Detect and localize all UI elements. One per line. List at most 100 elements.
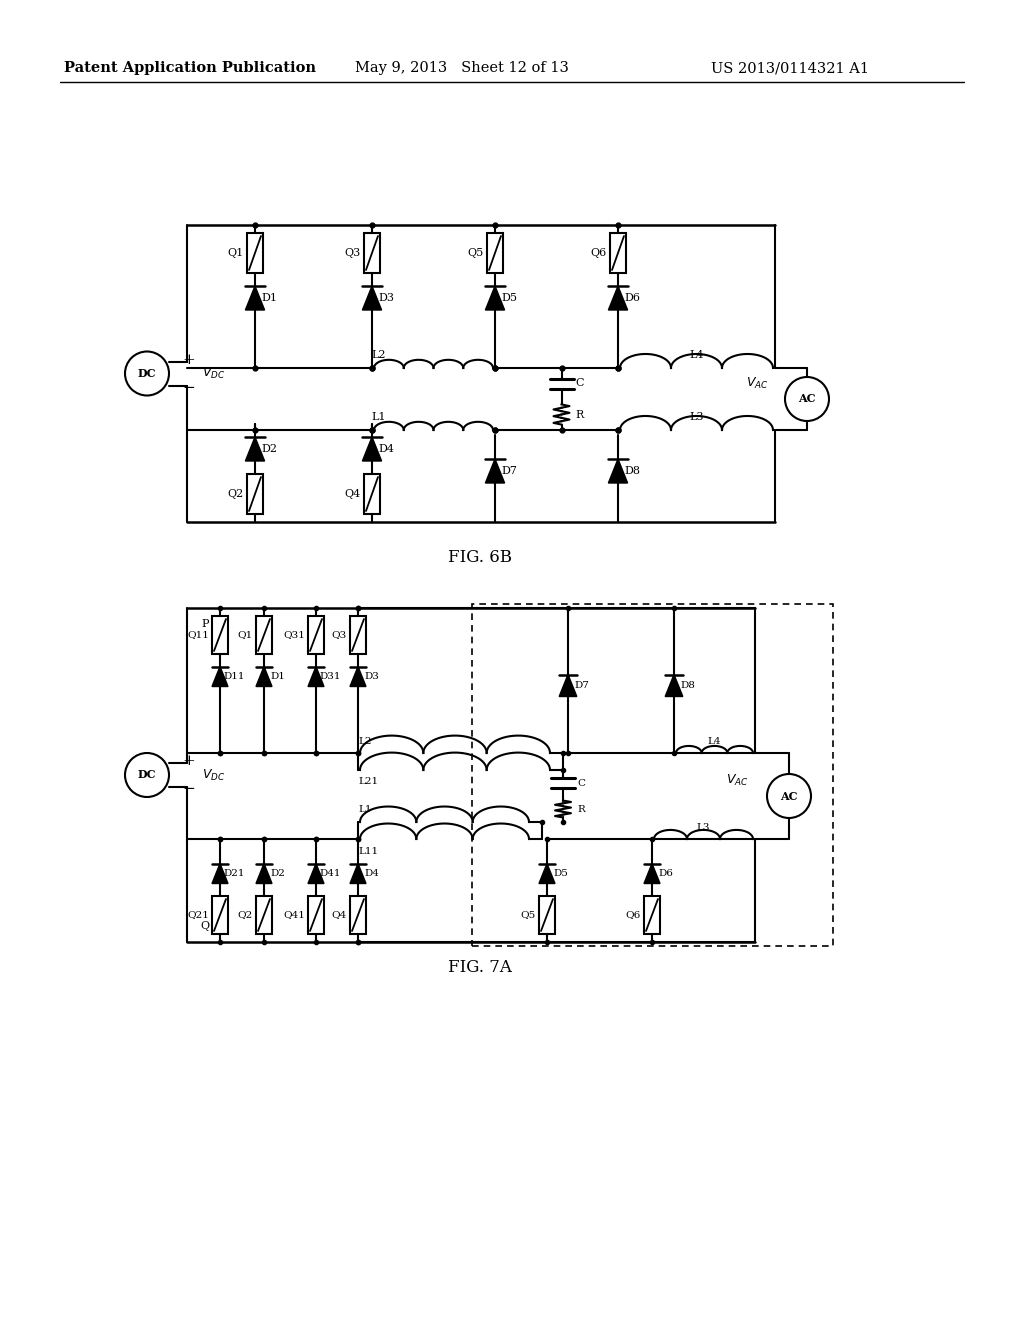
Text: D1: D1	[261, 293, 278, 304]
Text: Q41: Q41	[283, 911, 305, 920]
Polygon shape	[362, 286, 382, 310]
Text: D5: D5	[554, 869, 568, 878]
Text: D1: D1	[270, 672, 286, 681]
Text: +: +	[182, 754, 196, 768]
Polygon shape	[350, 667, 366, 686]
Polygon shape	[256, 667, 272, 686]
Text: US 2013/0114321 A1: US 2013/0114321 A1	[711, 61, 869, 75]
Circle shape	[767, 774, 811, 818]
Text: FIG. 7A: FIG. 7A	[449, 960, 512, 977]
Bar	[308, 616, 324, 653]
Text: D2: D2	[270, 869, 286, 878]
Text: Q31: Q31	[283, 631, 305, 639]
Bar	[487, 234, 503, 273]
Text: D6: D6	[624, 293, 640, 304]
Text: +: +	[182, 352, 196, 367]
Polygon shape	[362, 437, 382, 461]
Text: D3: D3	[365, 672, 380, 681]
Text: L3: L3	[696, 822, 711, 832]
Polygon shape	[644, 863, 660, 883]
Text: L4: L4	[708, 737, 721, 746]
Text: FIG. 6B: FIG. 6B	[449, 549, 512, 566]
Text: L1: L1	[358, 805, 372, 814]
Text: D21: D21	[223, 869, 245, 878]
Text: Q5: Q5	[521, 911, 536, 920]
Polygon shape	[212, 667, 228, 686]
Text: Q4: Q4	[332, 911, 347, 920]
Text: Q6: Q6	[626, 911, 641, 920]
Text: L2: L2	[358, 737, 372, 746]
Polygon shape	[308, 667, 324, 686]
Polygon shape	[246, 437, 264, 461]
Text: Q5: Q5	[468, 248, 484, 257]
Text: $V_{DC}$: $V_{DC}$	[202, 366, 225, 381]
Bar	[364, 234, 380, 273]
Bar	[472, 605, 833, 946]
Polygon shape	[308, 863, 324, 883]
Text: L2: L2	[372, 350, 386, 360]
Polygon shape	[608, 286, 628, 310]
Text: Q: Q	[201, 921, 210, 931]
Text: D7: D7	[501, 466, 517, 477]
Text: Q2: Q2	[238, 911, 253, 920]
Polygon shape	[485, 459, 505, 483]
Polygon shape	[539, 863, 555, 883]
Polygon shape	[666, 675, 683, 697]
Bar	[247, 474, 263, 513]
Polygon shape	[212, 863, 228, 883]
Text: D6: D6	[658, 869, 674, 878]
Bar	[308, 896, 324, 935]
Text: L1: L1	[372, 412, 386, 422]
Bar	[644, 896, 660, 935]
Text: Q11: Q11	[187, 631, 209, 639]
Text: Q3: Q3	[332, 631, 347, 639]
Text: D31: D31	[319, 672, 341, 681]
Bar	[212, 896, 228, 935]
Text: Q2: Q2	[227, 488, 244, 499]
Text: DC: DC	[138, 770, 157, 780]
Bar	[350, 616, 366, 653]
Text: D8: D8	[624, 466, 640, 477]
Text: $V_{AC}$: $V_{AC}$	[746, 375, 769, 391]
Bar	[212, 616, 228, 653]
Text: D41: D41	[319, 869, 341, 878]
Polygon shape	[485, 286, 505, 310]
Text: $V_{DC}$: $V_{DC}$	[202, 767, 225, 783]
Bar	[350, 896, 366, 935]
Text: Q1: Q1	[238, 631, 253, 639]
Circle shape	[785, 378, 829, 421]
Text: D5: D5	[501, 293, 517, 304]
Text: D8: D8	[681, 681, 695, 690]
Text: C: C	[575, 379, 584, 388]
Text: L4: L4	[689, 350, 703, 360]
Text: Patent Application Publication: Patent Application Publication	[63, 61, 316, 75]
Text: Q21: Q21	[187, 911, 209, 920]
Bar	[247, 234, 263, 273]
Text: L21: L21	[358, 777, 378, 787]
Text: −: −	[182, 781, 196, 796]
Text: D4: D4	[378, 444, 394, 454]
Text: Q1: Q1	[227, 248, 244, 257]
Text: C: C	[577, 779, 585, 788]
Text: AC: AC	[799, 393, 816, 404]
Text: D4: D4	[365, 869, 380, 878]
Polygon shape	[256, 863, 272, 883]
Text: D7: D7	[574, 681, 590, 690]
Text: Q4: Q4	[345, 488, 361, 499]
Text: Q3: Q3	[345, 248, 361, 257]
Text: L11: L11	[358, 846, 378, 855]
Text: DC: DC	[138, 368, 157, 379]
Text: −: −	[182, 380, 196, 395]
Polygon shape	[608, 459, 628, 483]
Text: May 9, 2013   Sheet 12 of 13: May 9, 2013 Sheet 12 of 13	[355, 61, 569, 75]
Text: AC: AC	[780, 791, 798, 801]
Text: D3: D3	[378, 293, 394, 304]
Circle shape	[125, 752, 169, 797]
Bar	[364, 474, 380, 513]
Text: Q6: Q6	[591, 248, 607, 257]
Bar	[256, 616, 272, 653]
Bar	[610, 234, 626, 273]
Bar	[256, 896, 272, 935]
Text: L3: L3	[689, 412, 703, 422]
Text: $V_{AC}$: $V_{AC}$	[726, 772, 749, 788]
